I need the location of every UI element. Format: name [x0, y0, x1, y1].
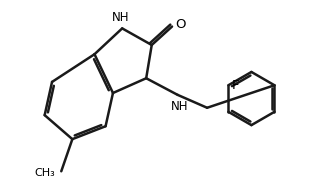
Text: NH: NH [112, 11, 129, 24]
Text: NH: NH [171, 100, 188, 113]
Text: O: O [176, 18, 186, 31]
Text: CH₃: CH₃ [34, 168, 55, 178]
Text: F: F [232, 79, 239, 92]
